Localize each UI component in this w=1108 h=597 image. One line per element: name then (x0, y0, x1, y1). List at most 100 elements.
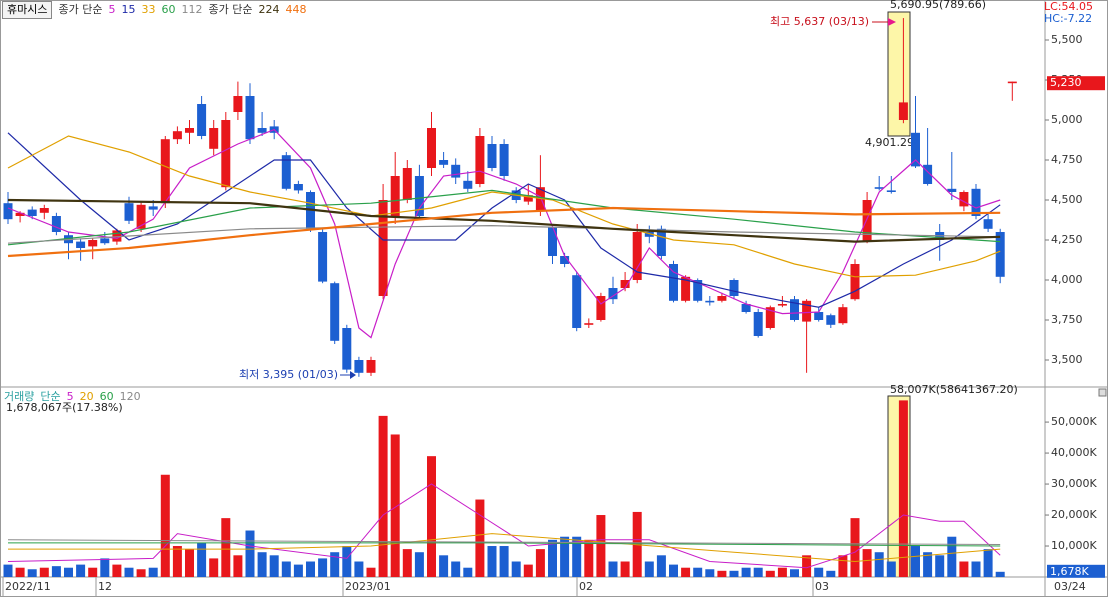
last-volume-box (1047, 564, 1105, 578)
volume-bar (693, 567, 703, 577)
volume-bar (656, 555, 666, 577)
volume-bar (753, 567, 763, 577)
candle-body (584, 323, 594, 325)
volume-bar (342, 546, 352, 577)
volume-bar (717, 570, 727, 577)
volume-bar (112, 564, 122, 577)
candle-body (293, 184, 303, 191)
candle-body (608, 288, 618, 300)
candle-body (88, 240, 98, 247)
candle-body (911, 132, 920, 167)
volume-bar (535, 549, 545, 577)
volume-bar (947, 536, 957, 577)
ma-line (7, 198, 1001, 243)
candle-body (366, 360, 376, 373)
volume-bar (76, 564, 86, 577)
volume-bar (463, 567, 473, 577)
y-tick-label: 20,000K (1051, 508, 1097, 521)
candle-body (729, 280, 739, 296)
candle-body (160, 139, 170, 204)
y-tick-label: 5,000 (1051, 113, 1083, 126)
volume-bar (3, 564, 13, 577)
candle-body (245, 96, 255, 140)
volume-bar (572, 536, 582, 577)
candle-body (862, 200, 872, 242)
candle-body (451, 164, 461, 178)
y-tick-label: 4,500 (1051, 193, 1083, 206)
volume-bar (293, 564, 303, 577)
volume-bar (983, 549, 993, 577)
candle-body (656, 228, 666, 256)
candle-body (76, 241, 86, 248)
candle-body (197, 104, 207, 136)
legend-entry: 448 (285, 3, 307, 16)
stock-name[interactable]: 휴마시스 (2, 1, 53, 19)
candle-body (330, 283, 340, 341)
volume-bar (475, 499, 485, 577)
candle-body (717, 296, 727, 301)
volume-bar (233, 555, 243, 577)
volume-bar (560, 536, 570, 577)
volume-bar (971, 561, 981, 577)
candle-body (15, 212, 25, 216)
legend-entry: 5 (108, 3, 116, 16)
volume-bar (209, 558, 219, 577)
candle-body (318, 232, 328, 282)
volume-bar (245, 530, 255, 577)
y-tick-label: 4,000 (1051, 273, 1083, 286)
annotation-arrowhead (888, 18, 896, 26)
candle-body (390, 176, 400, 216)
volume-bar (172, 546, 182, 577)
panel-button[interactable] (1098, 388, 1107, 397)
y-tick-label: 5,500 (1051, 33, 1083, 46)
candle-body (185, 128, 194, 133)
price-legend: 휴마시스 종가 단순 5 15 33 60 112 종가 단순 224 448 (2, 1, 306, 19)
volume-bar (814, 567, 824, 577)
volume-bar (64, 567, 73, 577)
volume-bar (124, 567, 134, 577)
volume-bar (427, 456, 436, 577)
level-annotation: 4,901.29 (865, 136, 914, 149)
volume-bar (874, 552, 884, 577)
ma-line (7, 206, 1001, 258)
volume-bar (995, 571, 1005, 577)
volume-bar (451, 561, 461, 577)
candle-body (257, 128, 267, 133)
low-annotation: 최저 3,395 (01/03) (239, 368, 338, 381)
y-tick-label: 30,000K (1051, 477, 1097, 490)
volume-bar (269, 555, 279, 577)
volume-bar (487, 546, 497, 577)
candle-body (572, 275, 582, 328)
volume-bar (850, 518, 860, 577)
candle-body (693, 280, 703, 301)
candle-body (463, 180, 473, 189)
y-tick-label: 40,000K (1051, 446, 1097, 459)
volume-bar (414, 552, 424, 577)
volume-bar (935, 555, 945, 577)
volume-bar (100, 558, 110, 577)
legend-entry: 60 (99, 390, 114, 403)
volume-bar (51, 566, 61, 577)
candle-body (681, 276, 691, 301)
volume-bar (354, 561, 364, 577)
volume-bar (729, 570, 739, 577)
volume-bar (523, 564, 533, 577)
volume-title: 거래량 (4, 390, 35, 403)
candle-body (669, 264, 678, 301)
candle-body (777, 304, 787, 306)
candle-body (523, 195, 533, 202)
volume-bar (548, 539, 557, 577)
candle-body (705, 300, 715, 303)
volume-bar (281, 561, 291, 577)
candle-body (136, 204, 146, 229)
candle-body (475, 136, 485, 184)
ma-line (8, 533, 1001, 563)
volume-bar (378, 415, 388, 577)
legend-entry: 15 (121, 3, 136, 16)
candle-body (560, 256, 570, 264)
x-tick-label: 2023/01 (345, 580, 391, 593)
candle-body (632, 232, 642, 280)
candle-body (753, 312, 763, 336)
candle-body (209, 128, 219, 149)
